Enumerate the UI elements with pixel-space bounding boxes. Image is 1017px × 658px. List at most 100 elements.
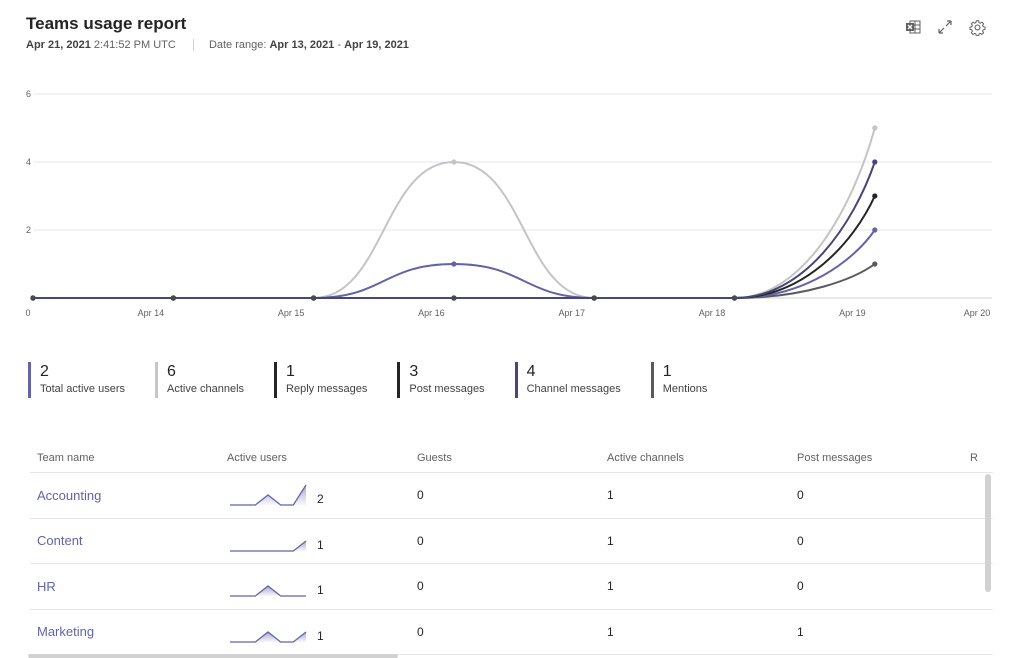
x-tick-label: Apr 18 bbox=[699, 308, 726, 318]
x-tick-label: Apr 20 bbox=[964, 308, 991, 318]
table-body: Accounting 2 0 1 0 Content 1 0 1 0 HR 1 0 1 0 Marketing… bbox=[30, 473, 993, 655]
date-range-separator: - bbox=[337, 39, 342, 51]
data-point bbox=[872, 193, 878, 199]
excel-icon[interactable] bbox=[903, 17, 923, 37]
data-point bbox=[591, 295, 597, 301]
team-link[interactable]: Content bbox=[37, 533, 83, 549]
y-tick-label: 2 bbox=[26, 225, 31, 235]
metric-label: Reply messages bbox=[286, 383, 368, 395]
col-team-name[interactable]: Team name bbox=[37, 451, 95, 464]
cell-active-channels: 1 bbox=[607, 624, 614, 639]
metric-channel-messages[interactable]: 4 Channel messages bbox=[514, 362, 621, 398]
date-range-end: Apr 19, 2021 bbox=[344, 39, 409, 51]
data-point bbox=[451, 295, 457, 301]
data-point bbox=[872, 159, 878, 165]
metric-mentions[interactable]: 1 Mentions bbox=[650, 362, 708, 398]
active-users-value: 1 bbox=[317, 537, 324, 552]
table-row[interactable]: Marketing 1 0 1 1 bbox=[30, 610, 993, 655]
cell-team-name: HR bbox=[30, 579, 220, 594]
metric-label: Post messages bbox=[409, 383, 485, 395]
table-row[interactable]: Content 1 0 1 0 bbox=[30, 519, 993, 564]
y-tick-label: 6 bbox=[26, 89, 31, 99]
series-line-active-channels bbox=[33, 127, 876, 300]
sparkline-area bbox=[230, 631, 306, 642]
metric-label: Mentions bbox=[662, 383, 708, 395]
usage-line-chart: 2 4 6 0 Apr 14 Apr 15 Apr 16 Apr 17 Apr 18 Apr 19… bbox=[25, 89, 992, 318]
sparkline-area bbox=[230, 586, 306, 597]
col-guests[interactable]: Guests bbox=[417, 451, 452, 464]
team-link[interactable]: Marketing bbox=[37, 624, 95, 640]
table-header: Team name Active users Guests Active cha… bbox=[30, 443, 993, 473]
cell-active-channels: 1 bbox=[607, 579, 614, 594]
metric-color-bar bbox=[154, 362, 158, 398]
metric-label: Active channels bbox=[166, 383, 245, 395]
metric-active-channels[interactable]: 6 Active channels bbox=[154, 362, 245, 398]
x-tick-label: Apr 19 bbox=[839, 308, 866, 318]
metric-label: Total active users bbox=[40, 383, 125, 395]
cell-active-users: 2 bbox=[220, 483, 410, 507]
page-title: Teams usage report bbox=[26, 14, 187, 33]
divider bbox=[192, 39, 194, 52]
report-time: 2:41:52 PM UTC bbox=[93, 39, 176, 51]
settings-icon[interactable] bbox=[967, 17, 987, 37]
data-point bbox=[311, 295, 317, 301]
report-header: Teams usage report bbox=[26, 14, 186, 34]
sparkline bbox=[230, 484, 307, 506]
metric-label: Channel messages bbox=[526, 383, 621, 395]
metric-value: 6 bbox=[166, 363, 176, 380]
metric-value: 4 bbox=[526, 363, 536, 380]
data-point bbox=[872, 261, 878, 267]
data-point bbox=[731, 295, 738, 301]
active-users-value: 2 bbox=[317, 492, 324, 507]
metric-color-bar bbox=[650, 362, 654, 398]
metric-value: 1 bbox=[662, 363, 672, 380]
y-tick-label: 4 bbox=[26, 157, 31, 167]
data-point bbox=[30, 295, 36, 301]
series-line-mentions bbox=[33, 263, 876, 300]
sparkline bbox=[230, 540, 307, 552]
active-users-value: 1 bbox=[317, 628, 324, 643]
expand-icon[interactable] bbox=[935, 17, 955, 37]
sparkline bbox=[230, 630, 307, 643]
cell-guests: 0 bbox=[417, 624, 424, 639]
cell-active-users: 1 bbox=[220, 620, 410, 644]
sparkline-line bbox=[230, 484, 307, 506]
metric-value: 1 bbox=[286, 363, 295, 380]
team-link[interactable]: Accounting bbox=[37, 487, 102, 503]
x-tick-label: Apr 15 bbox=[278, 308, 305, 318]
x-tick-label: Apr 17 bbox=[558, 308, 585, 318]
sparkline-line bbox=[230, 540, 307, 552]
col-truncated[interactable]: R bbox=[970, 451, 978, 464]
vertical-scrollbar[interactable] bbox=[985, 474, 991, 592]
metric-reply-messages[interactable]: 1 Reply messages bbox=[274, 362, 367, 398]
table-row[interactable]: Accounting 2 0 1 0 bbox=[30, 473, 993, 519]
teams-table: Team name Active users Guests Active cha… bbox=[30, 443, 993, 655]
cell-guests: 0 bbox=[417, 579, 424, 594]
sparkline-line bbox=[230, 585, 306, 597]
x-tick-label: 0 bbox=[25, 308, 30, 318]
x-tick-label: Apr 14 bbox=[138, 308, 165, 318]
metric-color-bar bbox=[397, 362, 401, 398]
data-point bbox=[451, 261, 457, 267]
col-post-messages[interactable]: Post messages bbox=[797, 451, 873, 464]
cell-active-channels: 1 bbox=[607, 488, 614, 503]
metric-value: 2 bbox=[40, 363, 49, 380]
cell-guests: 0 bbox=[417, 533, 424, 548]
series-line-reply-messages bbox=[33, 195, 876, 300]
metric-total-active-users[interactable]: 2 Total active users bbox=[28, 362, 125, 398]
col-active-users[interactable]: Active users bbox=[227, 451, 287, 464]
metric-value: 3 bbox=[409, 363, 419, 380]
x-tick-label: Apr 16 bbox=[418, 308, 445, 318]
team-link[interactable]: HR bbox=[37, 578, 56, 594]
col-active-channels[interactable]: Active channels bbox=[607, 451, 685, 464]
horizontal-scrollbar[interactable] bbox=[28, 654, 398, 658]
data-point bbox=[170, 295, 176, 301]
cell-post-messages: 1 bbox=[797, 624, 804, 639]
data-point bbox=[872, 125, 878, 131]
date-range-label: Date range: bbox=[208, 39, 267, 51]
metric-post-messages[interactable]: 3 Post messages bbox=[397, 362, 485, 398]
cell-active-users: 1 bbox=[220, 529, 410, 553]
metric-color-bar bbox=[274, 362, 278, 398]
table-row[interactable]: HR 1 0 1 0 bbox=[30, 564, 993, 610]
cell-team-name: Content bbox=[30, 533, 220, 548]
